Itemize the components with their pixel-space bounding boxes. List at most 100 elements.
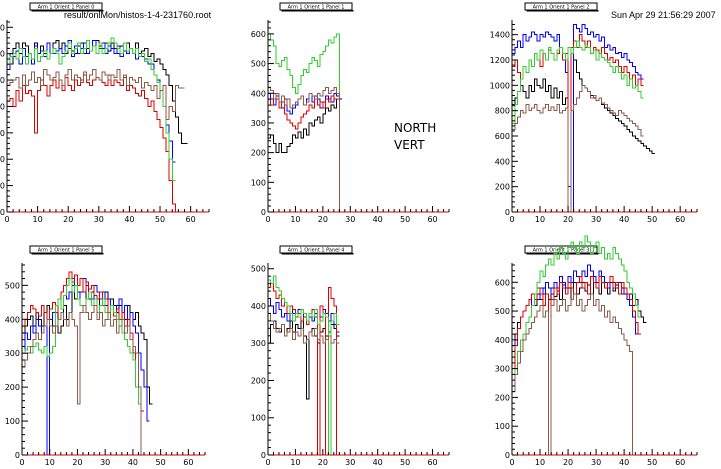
y-tick-label: 1400: [490, 31, 510, 40]
x-tick-label: 10: [535, 215, 545, 224]
histogram-series-1: [512, 24, 644, 213]
y-tick-label: 300: [251, 339, 266, 348]
panel-title: Arm 1 Orient 1 Panel 5: [38, 247, 95, 253]
histogram-series-0: [512, 59, 655, 213]
x-tick-label: 10: [535, 458, 545, 467]
y-tick-label: 200: [495, 393, 510, 402]
x-tick-label: 10: [290, 458, 300, 467]
histogram-series-3: [268, 275, 340, 456]
y-tick-label: 200: [495, 183, 510, 192]
y-tick-label: 800: [495, 107, 510, 116]
x-tick-label: 30: [94, 215, 104, 224]
x-tick-label: 10: [33, 215, 43, 224]
x-tick-label: 50: [400, 215, 410, 224]
x-tick-label: 50: [156, 458, 166, 467]
x-tick-label: 0: [265, 458, 270, 467]
y-tick-label: 0: [15, 451, 20, 460]
panel-title-shadow: [281, 253, 354, 255]
histogram-series-1: [512, 264, 639, 352]
annotation-vert: VERT: [394, 138, 425, 152]
x-tick-label: 20: [563, 458, 573, 467]
histogram-series-3: [512, 40, 644, 124]
y-tick-label: 0: [0, 208, 5, 217]
y-tick-label: 100: [495, 422, 510, 431]
file-path: result/onlMon/histos-1-4-231760.root: [64, 10, 212, 20]
x-tick-label: 0: [19, 458, 24, 467]
y-tick-label: 200: [251, 376, 266, 385]
histogram-series-3: [7, 37, 176, 181]
x-tick-label: 40: [619, 215, 629, 224]
histogram-series-3: [268, 33, 342, 213]
x-tick-label: 20: [72, 458, 82, 467]
x-tick-label: 60: [186, 215, 196, 224]
y-tick-label: 600: [0, 50, 5, 59]
x-tick-label: 40: [373, 215, 383, 224]
histogram-series-4: [512, 293, 636, 456]
x-tick-label: 50: [647, 215, 657, 224]
panel-title: Arm 1 Orient 1 Panel 2: [533, 4, 590, 10]
x-tick-label: 40: [373, 458, 383, 467]
x-tick-label: 30: [100, 458, 110, 467]
x-tick-label: 30: [345, 215, 355, 224]
y-tick-label: 500: [0, 76, 5, 85]
panel-3: Arm 1 Orient 1 Panel 5 0 10 20 30 40 50 60 0 100 2…: [5, 245, 206, 467]
x-tick-label: 20: [63, 215, 73, 224]
panel-0: Arm 1 Orient 1 Panel 0010203040506001002…: [0, 2, 210, 224]
y-tick-label: 400: [495, 157, 510, 166]
y-tick-label: 1000: [490, 81, 510, 90]
x-tick-label: 0: [4, 215, 9, 224]
panel-5: Arm 1 Orient 1 Panel 30 10 20 30 40 50 6001002…: [495, 235, 698, 467]
histogram-series-3: [512, 235, 641, 387]
y-tick-label: 400: [495, 336, 510, 345]
panel-title: Arm 1 Orient 1 Panel 4: [288, 247, 345, 253]
panel-4: Arm 1 Orient 1 Panel 4 0 10 20 30 40 50 60 0 100 2…: [251, 245, 450, 467]
x-tick-label: 60: [183, 458, 193, 467]
x-tick-label: 30: [591, 215, 601, 224]
x-tick-label: 10: [290, 215, 300, 224]
x-tick-label: 50: [155, 215, 165, 224]
x-tick-label: 40: [128, 458, 138, 467]
panel-title-shadow: [526, 10, 599, 12]
panel-2: Arm 1 Orient 1 Panel 20 10 20 30 40 50 6002004…: [490, 2, 698, 224]
x-tick-label: 10: [45, 458, 55, 467]
y-tick-label: 400: [0, 102, 5, 111]
x-tick-label: 30: [591, 458, 601, 467]
y-tick-label: 1200: [490, 56, 510, 65]
y-tick-label: 0: [505, 451, 510, 460]
x-tick-label: 20: [318, 215, 328, 224]
y-tick-label: 600: [251, 30, 266, 39]
histogram-series-4: [512, 84, 644, 213]
x-tick-label: 50: [647, 458, 657, 467]
y-tick-label: 300: [251, 119, 266, 128]
y-tick-label: 0: [505, 208, 510, 217]
y-tick-label: 0: [261, 451, 266, 460]
histogram-series-2: [7, 74, 182, 213]
x-tick-label: 0: [509, 215, 514, 224]
x-tick-label: 0: [265, 215, 270, 224]
histogram-series-2: [22, 271, 144, 412]
x-tick-label: 40: [124, 215, 134, 224]
y-tick-label: 600: [495, 132, 510, 141]
y-tick-label: 200: [5, 383, 20, 392]
histogram-series-2: [268, 92, 342, 213]
y-tick-label: 300: [5, 349, 20, 358]
panel-1: Arm 1 Orient 1 Panel 10 10 20 30 40 50 6001002…: [251, 2, 450, 224]
histogram-series-4: [22, 305, 144, 456]
y-tick-label: 500: [251, 265, 266, 274]
y-tick-label: 100: [251, 414, 266, 423]
panel-title-shadow: [281, 10, 354, 12]
y-tick-label: 700: [0, 23, 5, 32]
histogram-series-4: [7, 69, 185, 121]
panel-title-shadow: [31, 10, 104, 12]
x-tick-label: 60: [675, 215, 685, 224]
x-tick-label: 30: [345, 458, 355, 467]
y-tick-label: 600: [495, 278, 510, 287]
y-tick-label: 400: [251, 302, 266, 311]
y-tick-label: 100: [5, 417, 20, 426]
y-tick-label: 100: [0, 182, 5, 191]
y-tick-label: 300: [495, 365, 510, 374]
y-tick-label: 200: [251, 149, 266, 158]
x-tick-label: 0: [509, 458, 514, 467]
y-tick-label: 0: [261, 208, 266, 217]
annotation-north: NORTH: [394, 121, 436, 135]
